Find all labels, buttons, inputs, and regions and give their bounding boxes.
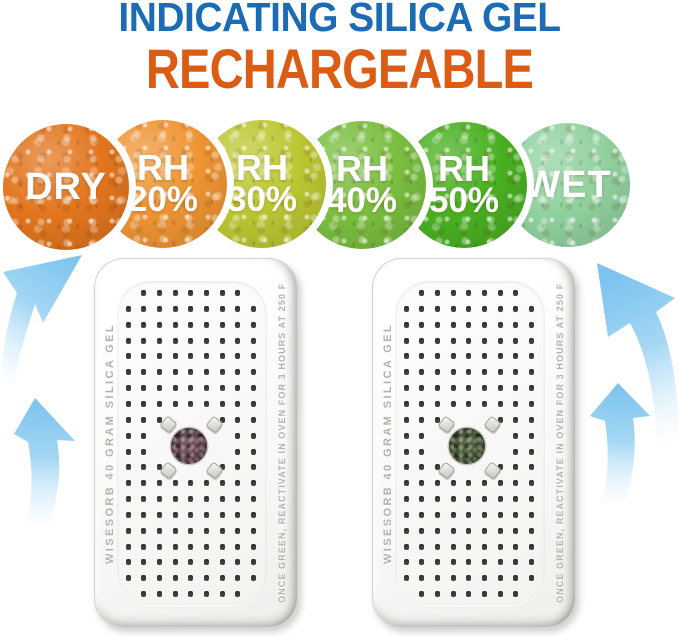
vent-hole-grid: [373, 259, 575, 627]
humidity-circle-rh20: RH 20%: [99, 120, 227, 248]
airflow-arrow-icon: [590, 383, 650, 506]
page-title: INDICATING SILICA GEL: [118, 0, 561, 40]
airflow-arrow-icon: [14, 398, 75, 528]
embossed-instruction-text: ONCE GREEN, REACTIVATE IN OVEN FOR 3 HOU…: [555, 282, 565, 604]
airflow-arrow-icon: [0, 255, 82, 388]
silica-gel-canister-right: WISESORB 40 GRAM SILICA GEL ONCE GREEN, …: [372, 258, 576, 628]
humidity-circle-label: DRY: [25, 165, 107, 208]
embossed-brand-text: WISESORB 40 GRAM SILICA GEL: [382, 322, 394, 564]
color-indicator-window: [449, 428, 485, 464]
airflow-arrow-icon: [597, 263, 679, 445]
humidity-circle-label: RH 50%: [428, 148, 500, 221]
humidity-circle-label: RH 20%: [127, 147, 199, 220]
humidity-circle-label: RH 30%: [226, 147, 298, 220]
humidity-circle-wet: WET: [506, 123, 630, 247]
humidity-circle-label: WET: [524, 163, 612, 206]
color-indicator-window: [171, 428, 207, 464]
humidity-circle-dry: DRY: [3, 124, 129, 250]
embossed-instruction-text: ONCE GREEN, REACTIVATE IN OVEN FOR 3 HOU…: [277, 282, 287, 604]
humidity-circle-label: RH 40%: [326, 148, 398, 221]
embossed-brand-text: WISESORB 40 GRAM SILICA GEL: [104, 322, 116, 564]
vent-hole-grid: [95, 259, 297, 627]
page-subtitle: RECHARGEABLE: [145, 37, 534, 100]
silica-gel-canister-left: WISESORB 40 GRAM SILICA GEL ONCE GREEN, …: [94, 258, 298, 628]
